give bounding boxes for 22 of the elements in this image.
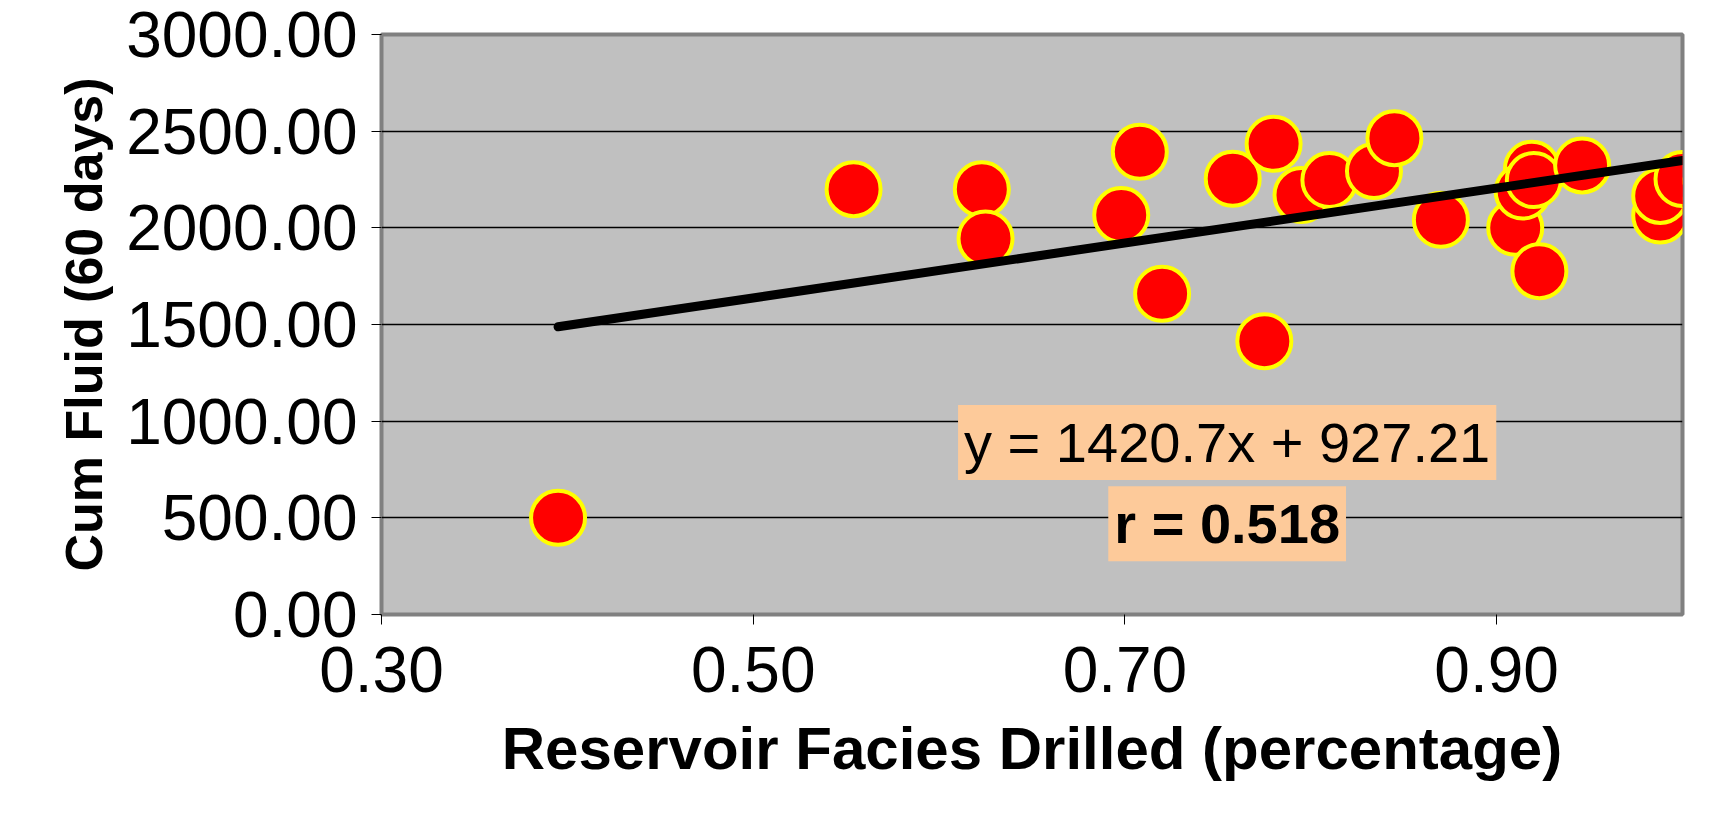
point	[1510, 242, 1569, 301]
x-tick-label: 0.50	[690, 633, 816, 706]
point	[1110, 122, 1169, 181]
point	[824, 160, 883, 219]
y-tick-label: 2500.00	[126, 95, 358, 168]
point	[529, 488, 588, 547]
y-tick-label: 2000.00	[126, 192, 358, 265]
y-tick-label: 1000.00	[126, 385, 358, 458]
point	[1244, 114, 1303, 173]
y-tick-label: 1500.00	[126, 289, 358, 361]
annotation: y = 1420.7x + 927.21	[964, 410, 1491, 474]
y-tick-label: 3000.00	[126, 0, 358, 71]
point	[1365, 109, 1424, 168]
point	[1235, 312, 1294, 371]
x-tick-label: 0.70	[1062, 633, 1188, 706]
x-axis-title: Reservoir Facies Drilled (percentage)	[501, 714, 1563, 782]
point	[1133, 264, 1192, 323]
y-axis-title: Cum Fluid (60 days)	[55, 77, 114, 572]
x-tick-label: 0.90	[1434, 633, 1559, 706]
point	[1203, 149, 1262, 208]
y-tick-label: 500.00	[161, 482, 358, 555]
annotation: r = 0.518	[1114, 492, 1341, 556]
